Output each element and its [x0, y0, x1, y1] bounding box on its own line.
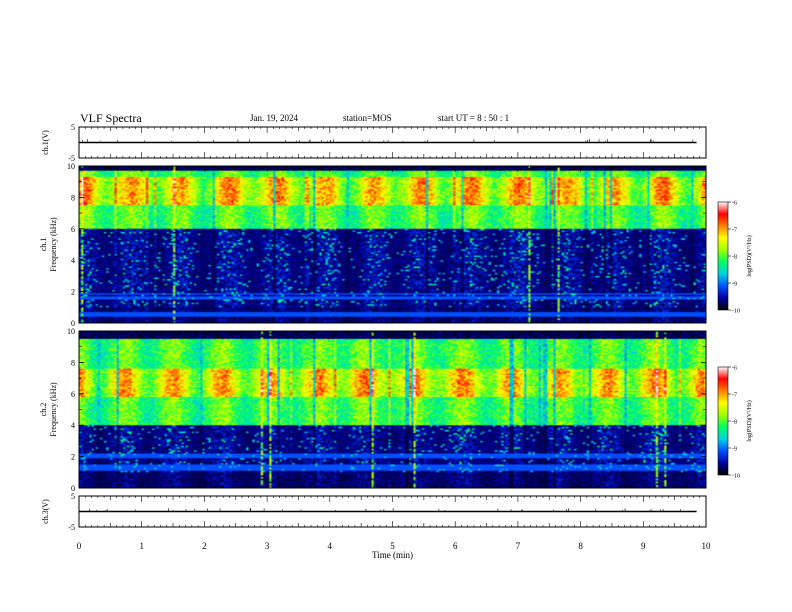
- y-axis-label: ch.1: [39, 238, 48, 252]
- y-axis-label: ch.3(V): [41, 499, 50, 524]
- y-axis-label: ch.2: [39, 403, 48, 417]
- x-tick-label: 3: [265, 541, 270, 551]
- y-axis-label: Frequency (kHz): [49, 382, 58, 437]
- y-tick-label: 4: [71, 421, 75, 430]
- y-axis-label: Frequency (kHz): [49, 217, 58, 272]
- colorbar-tick-label: -7: [732, 228, 737, 234]
- colorbar-tick-label: -9: [732, 282, 737, 288]
- y-tick-label: 8: [71, 193, 75, 202]
- x-tick-label: 0: [77, 541, 82, 551]
- x-tick-label: 8: [578, 541, 583, 551]
- y-tick-label: 0: [71, 319, 75, 328]
- colorbar-tick-label: -6: [732, 201, 737, 207]
- x-tick-label: 9: [641, 541, 646, 551]
- y-tick-label: 10: [67, 162, 75, 171]
- colorbar-tick-label: -8: [732, 255, 737, 261]
- y-axis-label: ch.1(V): [41, 130, 50, 155]
- x-axis-label: Time (min): [372, 550, 413, 560]
- y-tick-label: 8: [71, 358, 75, 367]
- x-tick-label: 2: [202, 541, 207, 551]
- x-tick-label: 10: [702, 541, 712, 551]
- chart-title: VLF Spectra: [80, 111, 142, 125]
- x-tick-label: 1: [139, 541, 144, 551]
- header-start-time: start UT = 8 : 50 : 1: [438, 113, 510, 123]
- x-tick-label: 6: [453, 541, 458, 551]
- y-tick-label: 0: [71, 484, 75, 493]
- colorbar-label: log(PSD)(V²/Hz): [746, 235, 753, 276]
- header-station: station=MOS: [343, 113, 392, 123]
- y-tick-label: 2: [71, 453, 75, 462]
- y-tick-label: 4: [71, 256, 75, 265]
- header-date: Jan. 19, 2024: [250, 113, 298, 123]
- colorbar-tick-label: -7: [732, 393, 737, 399]
- y-tick-label: 6: [71, 225, 75, 234]
- colorbar-tick-label: -8: [732, 420, 737, 426]
- spectrogram-ch1: [79, 166, 706, 323]
- y-tick-label: 5: [71, 123, 75, 132]
- x-tick-label: 4: [328, 541, 333, 551]
- y-tick-label: 2: [71, 288, 75, 297]
- y-tick-label: 6: [71, 390, 75, 399]
- y-tick-label: 10: [67, 327, 75, 336]
- colorbar-tick-label: -9: [732, 447, 737, 453]
- x-tick-label: 7: [516, 541, 521, 551]
- colorbar-tick-label: -10: [732, 474, 740, 480]
- colorbar-tick-label: -6: [732, 366, 737, 372]
- colorbar: [717, 366, 729, 476]
- y-tick-label: -5: [68, 523, 75, 532]
- x-tick-label: 5: [390, 541, 395, 551]
- colorbar-label: log(PSD)(V²/Hz): [746, 400, 753, 441]
- y-tick-label: 5: [71, 492, 75, 501]
- spectrogram-ch2: [79, 331, 706, 488]
- colorbar-tick-label: -10: [732, 309, 740, 315]
- colorbar: [717, 201, 729, 311]
- y-tick-label: -5: [68, 154, 75, 163]
